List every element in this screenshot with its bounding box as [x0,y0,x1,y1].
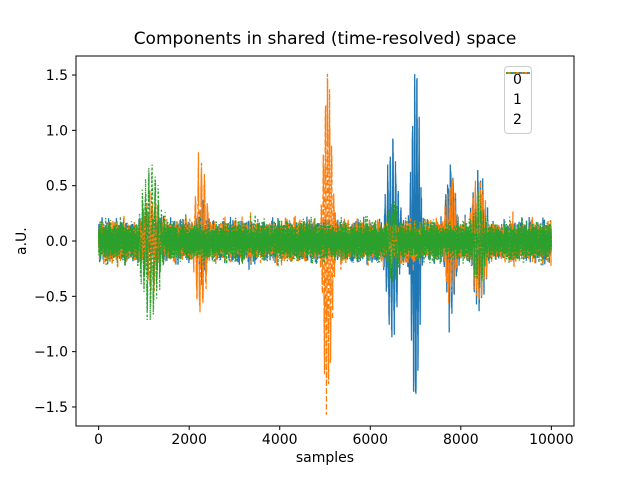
legend-line-sample-2 [506,72,530,74]
chart-title: Components in shared (time-resolved) spa… [133,29,517,49]
y-tick-label: −0.5 [34,289,68,305]
y-tick-label: 1.0 [46,123,68,139]
y-axis-label: a.U. [14,227,30,255]
legend-line-sample-1 [506,72,530,74]
y-tick-label: 0.0 [46,234,68,250]
y-tick-label: 1.5 [46,68,68,84]
y-tick-label: −1.5 [34,400,68,416]
legend-label: 0 [513,72,522,88]
x-tick-label: 10000 [529,432,574,448]
x-tick-label: 0 [94,432,103,448]
x-tick-label: 6000 [352,432,388,448]
x-tick-label: 8000 [443,432,479,448]
y-tick-label: 0.5 [46,179,68,195]
series-line-2 [97,164,553,321]
legend-entry-1: 1 [506,72,530,108]
legend-label: 2 [513,112,522,128]
legend: 0 1 2 [504,66,532,134]
x-tick-label: 2000 [171,432,207,448]
y-tick-label: −1.0 [34,345,68,361]
x-tick-label: 4000 [262,432,298,448]
legend-entry-2: 2 [506,72,530,128]
x-axis-label: samples [295,450,355,466]
legend-label: 1 [513,92,522,108]
